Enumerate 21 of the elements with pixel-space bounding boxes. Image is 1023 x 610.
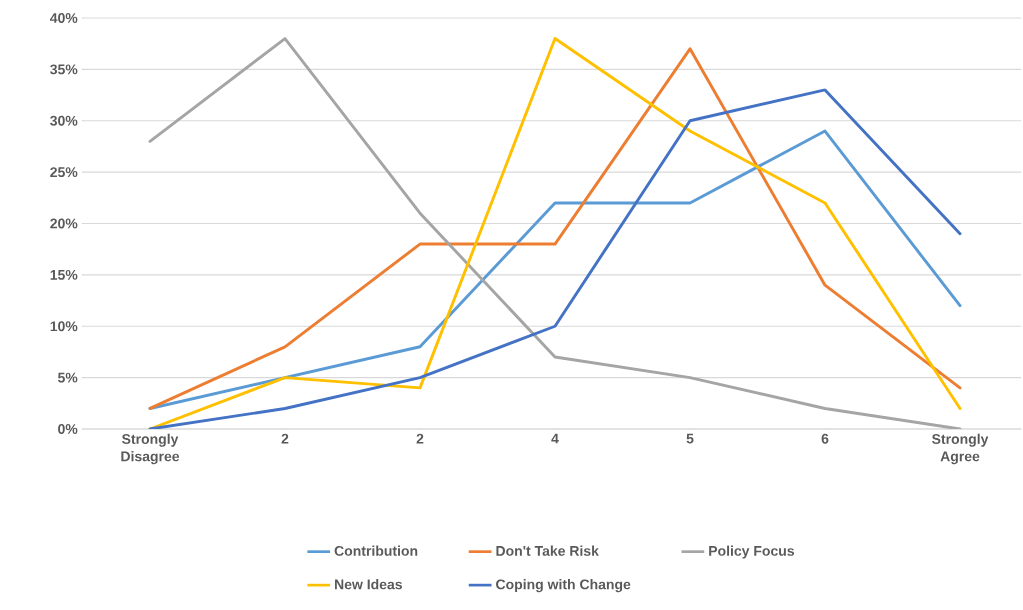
y-tick-label: 20%	[50, 218, 78, 229]
x-tick-label: 6	[821, 433, 829, 444]
legend-label: Policy Focus	[709, 545, 795, 559]
x-tick-label: 2	[416, 433, 424, 444]
x-tick-label: 2	[281, 433, 289, 444]
legend-label: Contribution	[334, 545, 418, 556]
y-tick-label: 25%	[50, 167, 78, 178]
legend-label: New Ideas	[335, 579, 402, 590]
x-tick-label: 5	[686, 433, 694, 444]
x-tick-label: Strongly Agree	[932, 433, 989, 465]
legend-label: Coping with Change	[496, 579, 631, 593]
y-tick-label: 15%	[50, 269, 78, 280]
x-tick-label: Strongly Disagree	[121, 433, 180, 465]
y-tick-label: 10%	[50, 321, 78, 332]
y-tick-label: 40%	[49, 13, 78, 23]
legend-label: Don't Take Risk	[496, 545, 599, 556]
y-tick-label: 5%	[58, 372, 78, 383]
y-tick-label: 35%	[50, 64, 78, 75]
y-tick-label: 0%	[58, 424, 78, 434]
x-tick-label: 4	[551, 433, 559, 444]
y-tick-label: 30%	[50, 115, 78, 126]
